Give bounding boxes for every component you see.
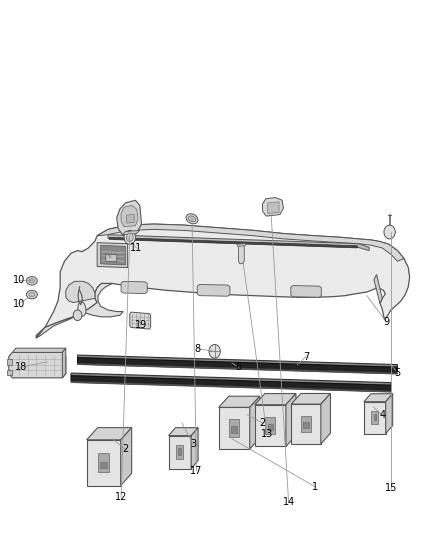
Text: 8: 8 [194, 344, 200, 354]
Text: 1K: 1K [108, 255, 113, 260]
Text: 15: 15 [385, 483, 397, 493]
Text: 1: 1 [312, 481, 318, 491]
Polygon shape [110, 237, 357, 248]
Polygon shape [364, 394, 392, 402]
Polygon shape [255, 393, 296, 405]
Polygon shape [231, 426, 237, 433]
Text: 13: 13 [261, 429, 273, 439]
Polygon shape [250, 396, 260, 449]
Text: 12: 12 [115, 492, 127, 502]
Polygon shape [130, 312, 151, 329]
Polygon shape [36, 224, 410, 338]
Polygon shape [291, 286, 321, 297]
Polygon shape [374, 414, 376, 420]
Circle shape [73, 310, 82, 320]
Ellipse shape [186, 214, 198, 224]
Polygon shape [7, 370, 12, 375]
Text: 18: 18 [15, 362, 27, 372]
Text: 9: 9 [384, 317, 390, 327]
Polygon shape [108, 235, 369, 251]
Polygon shape [286, 393, 296, 447]
Polygon shape [262, 198, 283, 216]
Text: 17: 17 [190, 466, 202, 475]
Ellipse shape [26, 277, 37, 285]
Polygon shape [386, 394, 392, 433]
Text: 7: 7 [303, 352, 309, 361]
Circle shape [124, 230, 135, 244]
Polygon shape [122, 230, 140, 235]
Polygon shape [127, 215, 134, 223]
Text: 11: 11 [130, 243, 142, 253]
Text: 6: 6 [236, 362, 242, 372]
Polygon shape [62, 348, 66, 378]
Polygon shape [106, 254, 117, 262]
Circle shape [384, 225, 395, 239]
Polygon shape [98, 453, 109, 472]
Ellipse shape [29, 293, 35, 297]
Polygon shape [229, 419, 239, 437]
Polygon shape [197, 285, 230, 296]
Polygon shape [321, 393, 330, 444]
Polygon shape [178, 448, 181, 455]
Polygon shape [12, 348, 66, 352]
Text: 19: 19 [134, 320, 147, 330]
Polygon shape [239, 244, 244, 264]
Polygon shape [374, 274, 382, 304]
Polygon shape [304, 422, 309, 428]
Text: 3: 3 [190, 439, 196, 449]
Text: 2: 2 [122, 445, 128, 455]
Text: 14: 14 [283, 497, 295, 507]
Text: 10: 10 [13, 298, 25, 309]
Polygon shape [78, 363, 397, 374]
Polygon shape [121, 206, 138, 227]
Polygon shape [268, 202, 279, 214]
Polygon shape [169, 435, 191, 469]
Polygon shape [121, 427, 132, 486]
Polygon shape [87, 427, 132, 440]
Polygon shape [364, 402, 386, 433]
Polygon shape [71, 373, 391, 385]
Ellipse shape [78, 302, 86, 316]
Polygon shape [291, 393, 330, 404]
Polygon shape [36, 284, 123, 338]
Polygon shape [97, 243, 127, 268]
Polygon shape [301, 416, 311, 432]
Polygon shape [78, 358, 397, 373]
Circle shape [209, 344, 220, 358]
Polygon shape [97, 224, 404, 261]
Polygon shape [191, 427, 198, 469]
Polygon shape [100, 462, 107, 468]
Polygon shape [117, 200, 141, 235]
Polygon shape [71, 381, 391, 392]
Polygon shape [255, 405, 286, 447]
Polygon shape [371, 411, 378, 424]
Ellipse shape [188, 216, 196, 222]
Polygon shape [219, 396, 260, 407]
Polygon shape [121, 281, 147, 294]
Polygon shape [87, 440, 121, 486]
Polygon shape [176, 445, 184, 459]
Polygon shape [78, 355, 397, 367]
Circle shape [126, 233, 133, 241]
Polygon shape [66, 281, 95, 303]
Text: 4: 4 [379, 410, 385, 420]
Text: 2: 2 [259, 418, 266, 428]
Text: 5: 5 [394, 368, 401, 377]
Ellipse shape [29, 279, 35, 283]
Polygon shape [237, 244, 246, 246]
Polygon shape [219, 407, 250, 449]
Polygon shape [265, 417, 276, 434]
Text: 10: 10 [13, 274, 25, 285]
Polygon shape [101, 245, 125, 265]
Polygon shape [71, 376, 391, 391]
Polygon shape [268, 424, 273, 430]
Ellipse shape [26, 290, 37, 299]
Polygon shape [7, 359, 12, 365]
Polygon shape [291, 404, 321, 444]
Polygon shape [169, 427, 198, 435]
Polygon shape [9, 352, 66, 378]
